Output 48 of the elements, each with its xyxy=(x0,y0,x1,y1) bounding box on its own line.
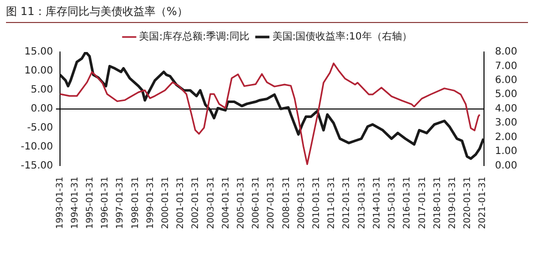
y2-tick-label: 5.00 xyxy=(495,89,518,100)
x-tick-label: 2004-01-31 xyxy=(221,176,232,230)
x-tick-label: 2009-01-31 xyxy=(296,176,307,230)
x-tick-label: 2018-01-31 xyxy=(432,176,443,230)
y2-tick-label: 7.00 xyxy=(495,60,518,72)
y-tick-label: -15.00 xyxy=(20,160,53,172)
x-tick-label: 1996-01-31 xyxy=(100,176,111,230)
x-tick-label: 2007-01-31 xyxy=(266,176,277,230)
x-tick-label: 1994-01-31 xyxy=(70,176,80,230)
y-tick-label: 0.00 xyxy=(30,103,53,114)
x-tick-label: 1999-01-31 xyxy=(146,176,156,230)
x-tick-label: 2011-01-31 xyxy=(327,176,338,230)
x-tick-label: 2000-01-31 xyxy=(161,176,172,230)
x-tick-label: 2013-01-31 xyxy=(357,176,368,230)
legend-label: 美国:国债收益率:10年（右轴） xyxy=(272,30,412,43)
chart-title: 图 11：库存同比与美债收益率（%） xyxy=(6,4,528,23)
y-tick-label: 15.00 xyxy=(24,46,53,58)
x-tick-label: 2003-01-31 xyxy=(206,176,216,230)
x-tick-label: 2020-01-31 xyxy=(463,176,474,230)
x-tick-label: 1995-01-31 xyxy=(86,176,96,230)
x-tick-label: 2016-01-31 xyxy=(402,176,413,230)
x-tick-label: 2012-01-31 xyxy=(342,176,352,230)
legend-label: 美国:库存总额:季调:同比 xyxy=(139,30,250,43)
y-tick-label: -5.00 xyxy=(27,122,53,134)
x-tick-label: 2019-01-31 xyxy=(448,176,458,230)
y-tick-label: -10.00 xyxy=(20,141,53,152)
x-tick-label: 2015-01-31 xyxy=(388,176,398,230)
y2-tick-label: 8.00 xyxy=(495,46,518,58)
x-tick-label: 2002-01-31 xyxy=(191,176,202,230)
y2-tick-label: 1.00 xyxy=(495,146,518,158)
x-tick-label: 1997-01-31 xyxy=(116,176,126,230)
x-tick-label: 2006-01-31 xyxy=(252,176,262,230)
x-tick-label: 2014-01-31 xyxy=(372,176,382,230)
y-tick-label: 5.00 xyxy=(30,84,53,96)
x-tick-label: 2021-01-31 xyxy=(478,176,488,230)
y-tick-label: 10.00 xyxy=(24,66,53,77)
y2-tick-label: 6.00 xyxy=(495,75,518,86)
y2-tick-label: 3.00 xyxy=(495,118,518,129)
x-tick-label: 2017-01-31 xyxy=(418,176,428,230)
x-tick-label: 2005-01-31 xyxy=(236,176,247,230)
x-tick-label: 1998-01-31 xyxy=(130,176,141,230)
x-tick-label: 2008-01-31 xyxy=(282,176,292,230)
y2-tick-label: 2.00 xyxy=(495,132,518,143)
y2-tick-label: 0.00 xyxy=(495,160,518,172)
y2-tick-label: 4.00 xyxy=(495,103,518,114)
x-tick-label: 1993-01-31 xyxy=(55,176,66,230)
x-tick-label: 2010-01-31 xyxy=(312,176,322,230)
x-tick-label: 2001-01-31 xyxy=(176,176,186,230)
